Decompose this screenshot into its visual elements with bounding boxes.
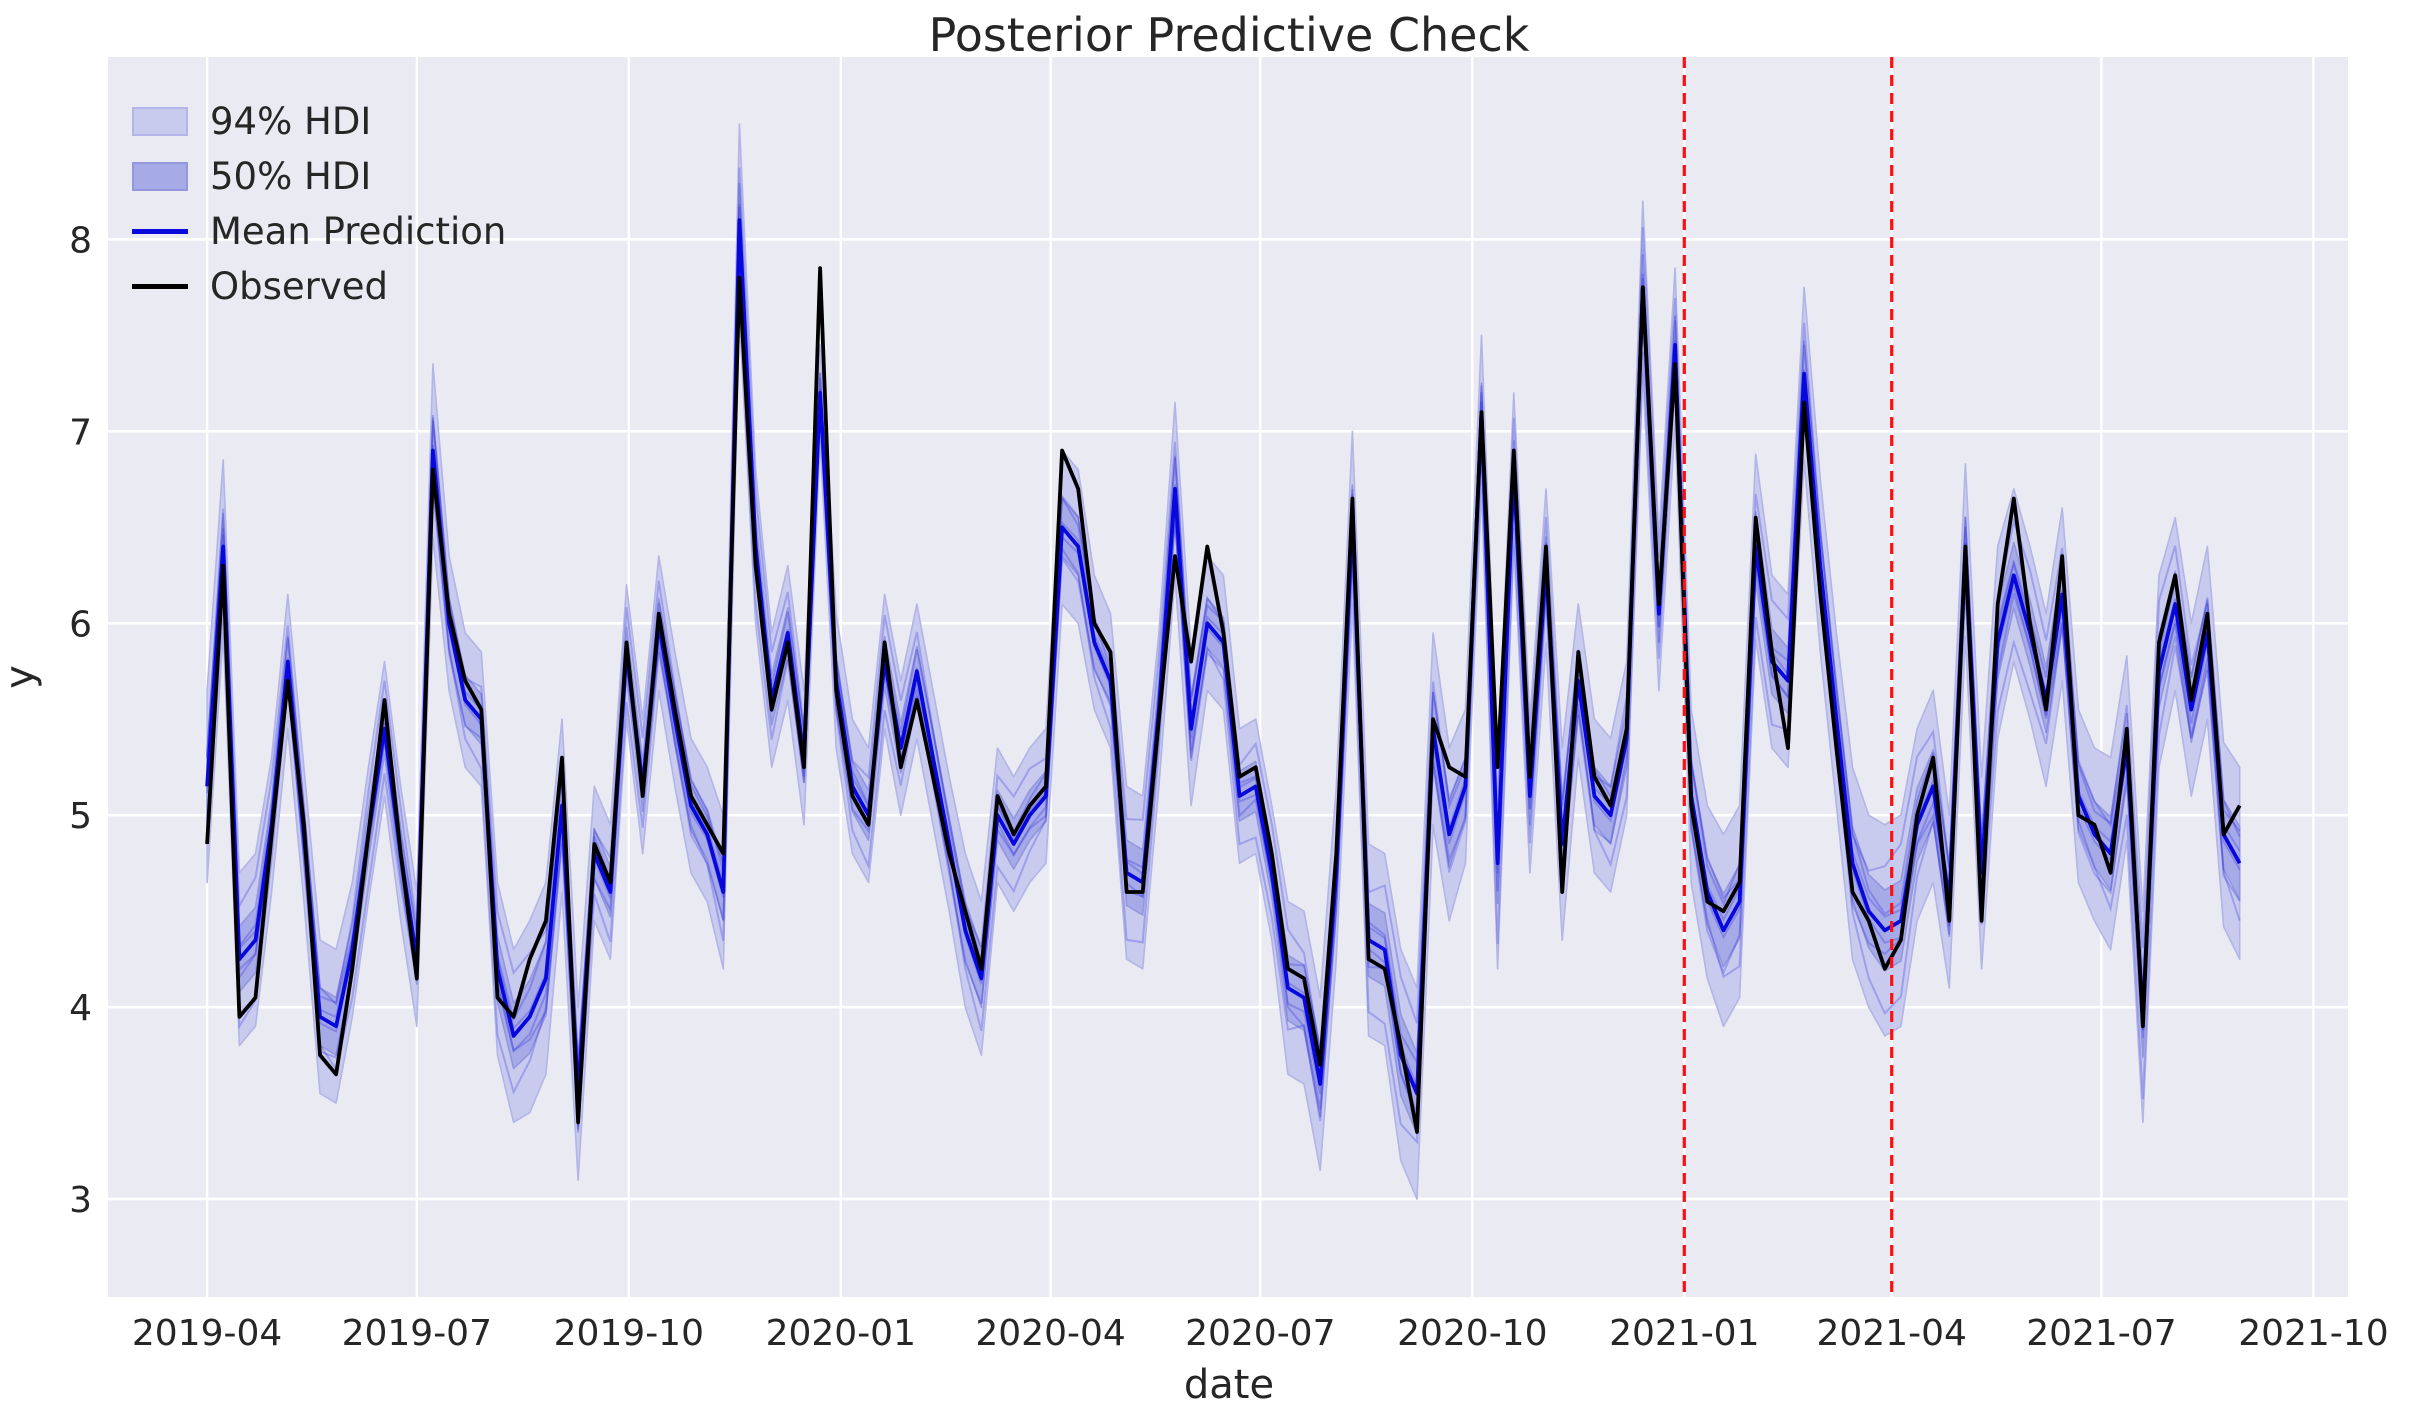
- svg-text:2020-07: 2020-07: [1185, 1313, 1335, 1354]
- mean-line-swatch-icon: [132, 229, 188, 234]
- svg-text:2020-01: 2020-01: [766, 1313, 916, 1354]
- svg-text:7: 7: [69, 412, 92, 453]
- svg-text:2020-04: 2020-04: [975, 1313, 1125, 1354]
- x-axis-tick-labels: 2019-04 2019-07 2019-10 2020-01 2020-04 2020-…: [132, 1313, 2389, 1354]
- chart-title: Posterior Predictive Check: [928, 8, 1530, 62]
- legend: 94% HDI 50% HDI Mean Prediction Observed: [132, 94, 506, 314]
- svg-text:4: 4: [69, 988, 92, 1029]
- legend-item-50-hdi: 50% HDI: [132, 149, 506, 204]
- svg-text:2020-10: 2020-10: [1397, 1313, 1547, 1354]
- svg-text:2021-07: 2021-07: [2026, 1313, 2176, 1354]
- legend-item-observed: Observed: [132, 259, 506, 314]
- hdi94-swatch-icon: [132, 107, 188, 136]
- legend-label: 50% HDI: [210, 155, 372, 198]
- svg-text:8: 8: [69, 220, 92, 261]
- svg-text:2019-04: 2019-04: [132, 1313, 282, 1354]
- svg-text:3: 3: [69, 1180, 92, 1221]
- x-axis-label: date: [1183, 1362, 1275, 1408]
- split-marker-vlines: [1682, 57, 1894, 1297]
- legend-label: Observed: [210, 265, 389, 308]
- svg-text:6: 6: [69, 604, 92, 645]
- y-axis-tick-labels: 3 4 5 6 7 8: [69, 220, 92, 1221]
- y-axis-label: y: [0, 665, 43, 689]
- observed-line-swatch-icon: [132, 284, 188, 289]
- svg-text:2019-10: 2019-10: [554, 1313, 704, 1354]
- legend-label: Mean Prediction: [210, 210, 507, 253]
- legend-item-mean-prediction: Mean Prediction: [132, 204, 506, 259]
- hdi50-swatch-icon: [132, 162, 188, 191]
- legend-label: 94% HDI: [210, 100, 372, 143]
- legend-item-94-hdi: 94% HDI: [132, 94, 506, 149]
- svg-text:2019-07: 2019-07: [342, 1313, 492, 1354]
- svg-text:2021-01: 2021-01: [1609, 1313, 1759, 1354]
- svg-text:5: 5: [69, 796, 92, 837]
- svg-text:2021-10: 2021-10: [2238, 1313, 2388, 1354]
- data-lines: [205, 218, 2242, 1134]
- svg-text:2021-04: 2021-04: [1816, 1313, 1966, 1354]
